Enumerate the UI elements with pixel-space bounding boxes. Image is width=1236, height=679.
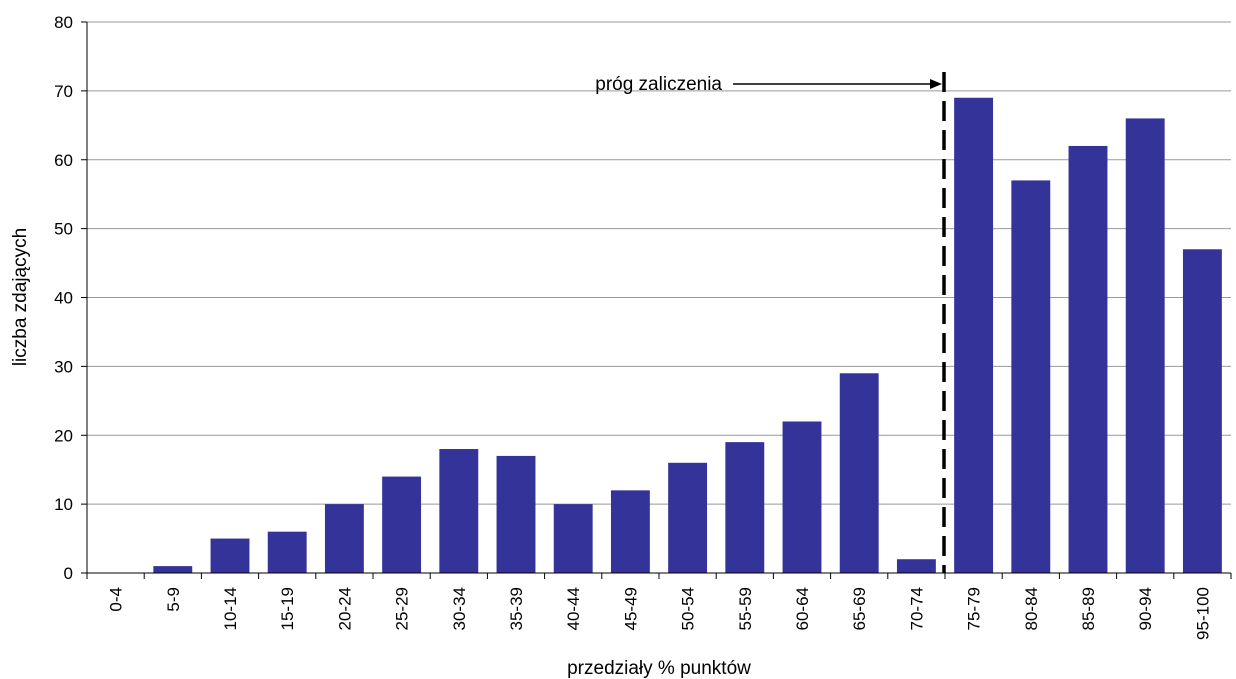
x-axis-label: przedziały % punktów [567,658,751,679]
x-tick-label: 75-79 [965,587,984,630]
y-tick-label: 0 [64,564,73,583]
bar-25-29 [382,476,422,573]
x-tick-label: 0-4 [107,587,126,612]
y-axis-label: liczba zdających [10,228,31,366]
x-tick-label: 25-29 [393,587,412,630]
y-tick-label: 60 [54,151,73,170]
x-tick-label: 80-84 [1022,587,1041,630]
x-tick-label: 90-94 [1136,587,1155,630]
bar-55-59 [725,442,765,573]
y-tick-label: 10 [54,495,73,514]
bar-50-54 [668,462,708,573]
x-tick-label: 70-74 [907,587,926,630]
x-tick-label: 20-24 [335,587,354,630]
bar-80-84 [1011,180,1051,573]
x-tick-label: 65-69 [850,587,869,630]
x-tick-label: 5-9 [164,587,183,612]
y-tick-labels: 0 10 20 30 40 50 60 70 80 [54,13,73,583]
bar-35-39 [496,455,536,573]
bar-45-49 [610,490,650,573]
y-tick-label: 50 [54,220,73,239]
x-tick-label: 85-89 [1079,587,1098,630]
bar-95-100 [1182,249,1222,573]
x-tick-labels: 0-4 5-9 10-14 15-19 20-24 25-29 30-34 35-39 40-4… [107,587,1213,640]
bar-10-14 [210,538,250,573]
y-tick-label: 30 [54,357,73,376]
y-tick-label: 20 [54,426,73,445]
bar-90-94 [1125,118,1165,574]
x-tick-label: 95-100 [1193,587,1212,640]
threshold-annotation: próg zaliczenia [595,72,946,573]
bar-65-69 [839,373,879,573]
bar-40-44 [553,504,593,573]
x-tick-label: 35-39 [507,587,526,630]
bar-15-19 [267,531,307,573]
bar-5-9 [153,566,193,573]
y-tick-label: 70 [54,82,73,101]
bar-85-89 [1068,145,1108,573]
annotation-arrowhead [930,78,942,89]
x-tick-label: 45-49 [621,587,640,630]
bar-30-34 [439,449,479,573]
x-tick-label: 15-19 [278,587,297,630]
x-tick-label: 50-54 [679,587,698,630]
bar-70-74 [896,559,936,573]
gridlines [87,21,1231,505]
x-tick-label: 40-44 [564,587,583,630]
x-tick-label: 55-59 [736,587,755,630]
bar-75-79 [954,97,994,573]
x-tick-label: 60-64 [793,587,812,630]
annotation-label: próg zaliczenia [595,74,722,95]
x-tick-label: 30-34 [450,587,469,630]
bar-60-64 [782,421,822,573]
y-tick-label: 80 [54,13,73,32]
axes [81,21,1232,579]
bar-20-24 [324,504,364,573]
x-tick-label: 10-14 [221,587,240,630]
y-tick-label: 40 [54,289,73,308]
bars-group [153,97,1222,574]
